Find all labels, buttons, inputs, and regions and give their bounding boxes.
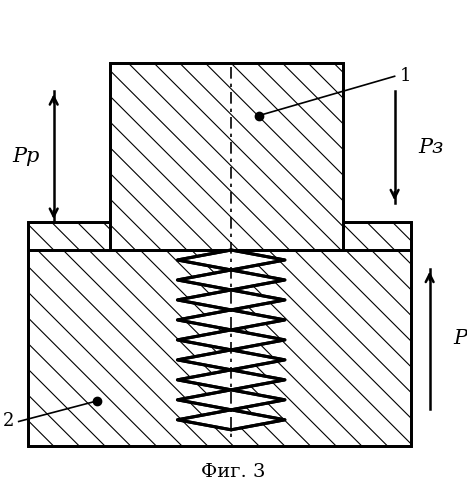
Text: Фиг. 3: Фиг. 3	[201, 463, 266, 481]
Bar	[343, 222, 411, 250]
Bar	[110, 63, 343, 250]
Bar	[28, 240, 411, 446]
Bar	[28, 222, 110, 250]
Polygon shape	[177, 250, 285, 430]
Bar	[28, 222, 110, 250]
Text: 2: 2	[3, 412, 14, 430]
Text: Рз: Рз	[418, 138, 443, 157]
Bar	[110, 63, 343, 250]
Text: Рз: Рз	[453, 329, 467, 348]
Bar	[343, 222, 411, 250]
Bar	[28, 240, 411, 446]
Text: Рр: Рр	[12, 147, 39, 166]
Text: 1: 1	[399, 68, 411, 86]
